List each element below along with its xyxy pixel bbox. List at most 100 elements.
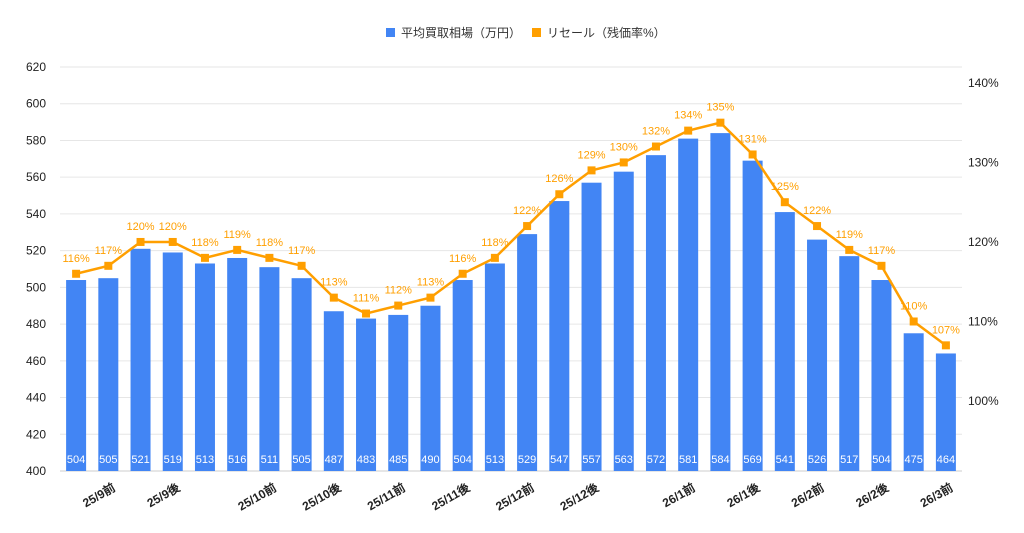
y2-tick-label: 140%: [968, 76, 999, 90]
y-tick-label: 520: [26, 244, 46, 258]
bar-data-label: 569: [743, 454, 761, 466]
bar: [291, 278, 312, 471]
x-tick-label: 25/12後: [557, 479, 602, 514]
bar: [323, 311, 344, 471]
bar: [581, 182, 602, 471]
bar: [130, 248, 151, 471]
bar-data-label: 529: [518, 454, 536, 466]
line-data-label: 107%: [932, 324, 960, 336]
bar: [388, 314, 409, 471]
bar-data-label: 581: [679, 454, 697, 466]
bar: [871, 280, 892, 471]
line-data-label: 118%: [481, 237, 509, 249]
y-tick-label: 500: [26, 280, 46, 294]
line-point: [748, 150, 757, 159]
bar: [194, 263, 215, 471]
line-data-label: 135%: [706, 102, 734, 114]
x-tick-label: 25/11前: [364, 480, 407, 514]
bar-data-label: 504: [67, 454, 85, 466]
resale-line: [75, 121, 947, 347]
line-data-label: 122%: [803, 205, 831, 217]
line-data-label: 113%: [320, 277, 348, 289]
bar: [645, 155, 666, 472]
bar-data-label: 516: [228, 454, 246, 466]
y-tick-label: 420: [26, 427, 46, 441]
line-data-label: 117%: [288, 245, 316, 257]
line-point: [877, 261, 886, 270]
line-data-label: 126%: [545, 173, 573, 185]
line-data-label: 125%: [771, 181, 799, 193]
line-point: [555, 190, 564, 199]
bar-data-label: 563: [615, 454, 633, 466]
line-data-label: 113%: [417, 277, 445, 289]
bar-data-label: 521: [131, 454, 149, 466]
line-point: [684, 126, 693, 135]
y-tick-label: 620: [26, 60, 46, 74]
line-point: [329, 293, 338, 302]
x-tick-label: 25/11後: [429, 479, 473, 513]
bar: [452, 280, 473, 471]
line-data-label: 134%: [674, 110, 702, 122]
y2-tick-label: 110%: [968, 314, 998, 328]
bar: [742, 160, 763, 471]
bar-data-label: 547: [550, 454, 568, 466]
y2-tick-label: 100%: [968, 394, 999, 408]
bar-data-label: 475: [904, 454, 922, 466]
line-point: [200, 253, 209, 262]
bar: [517, 234, 538, 471]
legend-label: 平均買取相場（万円）: [401, 26, 521, 40]
bar: [162, 252, 183, 471]
line-point: [362, 309, 371, 318]
x-tick-label: 26/1前: [660, 480, 698, 511]
bar: [613, 171, 634, 471]
line-point: [780, 198, 789, 207]
line-data-label: 122%: [513, 205, 541, 217]
line-point: [490, 253, 499, 262]
legend-swatch: [386, 28, 395, 37]
line-point: [651, 142, 660, 151]
bar: [678, 138, 699, 472]
bar: [259, 267, 280, 471]
line-data-label: 111%: [353, 293, 380, 305]
bar: [774, 212, 795, 471]
y-tick-label: 560: [26, 170, 46, 184]
bar-data-label: 572: [647, 454, 665, 466]
line-data-label: 119%: [836, 229, 864, 241]
line-data-label: 118%: [191, 237, 219, 249]
line-point: [523, 222, 532, 231]
x-tick-label: 26/2後: [853, 479, 892, 510]
bar-data-label: 483: [357, 454, 375, 466]
bar-data-label: 519: [164, 454, 182, 466]
line-data-label: 116%: [62, 253, 90, 265]
x-tick-label: 25/9後: [144, 479, 183, 510]
line-data-label: 120%: [126, 221, 154, 233]
line-data-label: 118%: [256, 237, 284, 249]
x-tick-label: 26/2前: [788, 480, 826, 511]
line-data-label: 120%: [159, 221, 187, 233]
line-data-label: 130%: [610, 141, 638, 153]
legend-label: リセール（残価率%）: [547, 25, 666, 40]
y-tick-label: 440: [26, 391, 46, 405]
x-tick-label: 25/9前: [80, 480, 118, 511]
line-point: [909, 317, 918, 326]
bar: [710, 133, 731, 472]
line-point: [426, 293, 435, 302]
bar-data-label: 504: [872, 454, 890, 466]
line-point: [104, 261, 113, 270]
bar: [227, 257, 248, 471]
bar-data-label: 557: [582, 454, 600, 466]
line-data-label: 131%: [739, 133, 767, 145]
bar-data-label: 526: [808, 454, 826, 466]
line-data-label: 129%: [577, 149, 605, 161]
bar-data-label: 487: [325, 454, 343, 466]
y2-tick-label: 130%: [968, 155, 999, 169]
bar-data-label: 513: [486, 454, 504, 466]
bar-data-label: 541: [776, 454, 794, 466]
line-data-label: 110%: [900, 300, 928, 312]
bar-data-label: 490: [421, 454, 439, 466]
line-point: [136, 237, 145, 246]
line-data-label: 116%: [449, 253, 477, 265]
bar: [484, 263, 505, 471]
